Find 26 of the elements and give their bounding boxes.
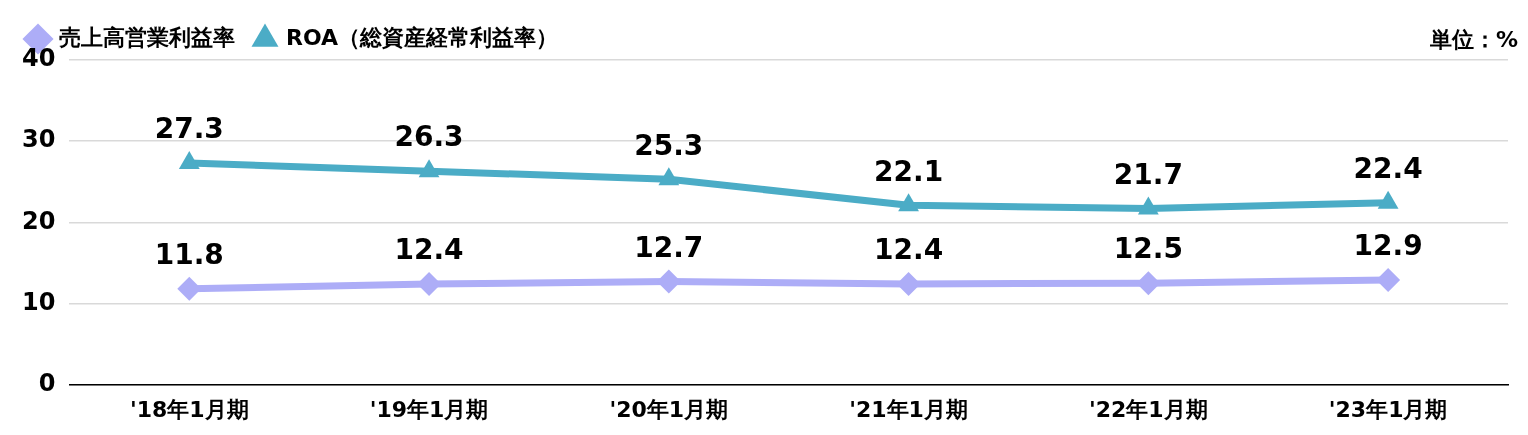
data-label: 22.4 <box>1353 152 1423 186</box>
x-tick-label: '20年1月期 <box>609 396 729 422</box>
text: 単位：% <box>1428 26 1518 52</box>
legend-label: ROA（総資産経常利益率） <box>286 24 559 50</box>
data-label: 21.7 <box>1113 157 1183 191</box>
x-tick-label: '21年1月期 <box>849 396 968 422</box>
data-label: 27.3 <box>154 112 224 146</box>
data-label: 12.4 <box>394 233 464 267</box>
x-tick-label: '19年1月期 <box>369 396 489 422</box>
y-tick-label: 30 <box>21 125 56 154</box>
data-label: 26.3 <box>394 120 464 154</box>
y-tick-label: 20 <box>21 206 56 235</box>
data-label: 11.8 <box>154 238 224 272</box>
y-tick-label: 10 <box>21 287 56 316</box>
x-tick-label: '22年1月期 <box>1089 396 1208 422</box>
data-label: 12.4 <box>874 233 944 267</box>
x-tick-label: '18年1月期 <box>129 396 249 422</box>
data-label: 12.7 <box>634 230 704 264</box>
legend-label: 売上高営業利益率 <box>59 24 235 50</box>
y-tick-label: 0 <box>38 368 56 397</box>
data-label: 12.9 <box>1353 229 1423 263</box>
data-label: 12.5 <box>1113 232 1183 266</box>
y-tick-label: 40 <box>21 44 56 73</box>
data-label: 25.3 <box>634 128 704 162</box>
data-label: 22.1 <box>874 154 944 188</box>
x-tick-label: '23年1月期 <box>1328 396 1448 422</box>
